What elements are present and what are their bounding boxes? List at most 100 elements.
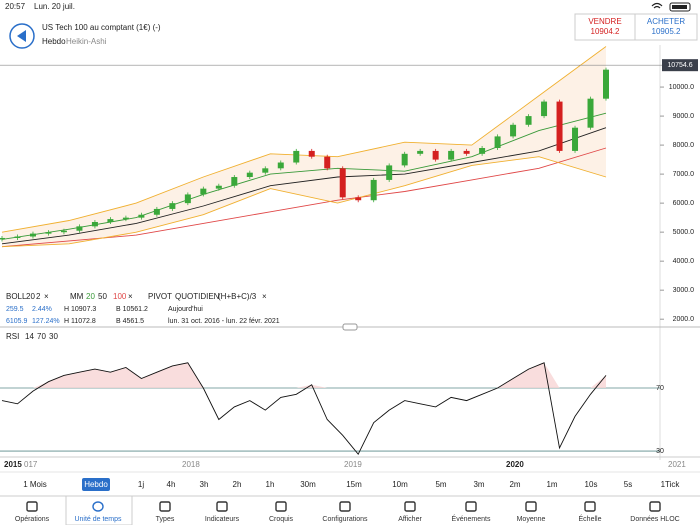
toolbar-button[interactable]: Afficher: [398, 501, 422, 523]
toolbar-button[interactable]: Moyenne: [517, 501, 546, 523]
legend-item: PIVOT: [148, 292, 172, 301]
legend-item: 20: [26, 292, 35, 301]
candle: [324, 156, 331, 169]
status-time: 20:57: [5, 2, 26, 11]
candle: [556, 101, 563, 151]
candle: [153, 208, 160, 215]
candle: [231, 177, 238, 186]
toolbar-button[interactable]: Unité de temps: [74, 501, 122, 523]
timeframe-option[interactable]: 5m: [435, 480, 446, 489]
y-tick-label: 9000.0: [673, 113, 695, 120]
y-tick-label: 2000.0: [673, 316, 695, 323]
timeframe-option[interactable]: Hebdo: [84, 480, 108, 489]
candle: [432, 150, 439, 160]
status-icons: [651, 2, 691, 12]
candle: [246, 172, 253, 178]
candle: [215, 185, 222, 189]
rsi-line: [1, 362, 607, 456]
timeframe-option[interactable]: 2m: [509, 480, 520, 489]
buy-price: 10905.2: [652, 27, 681, 36]
panel-handle[interactable]: [342, 323, 358, 331]
y-tick-label: 7000.0: [673, 171, 695, 178]
legend-item: H 11072.8: [64, 318, 96, 325]
toolbar-icon: [216, 501, 228, 512]
legend-item: QUOTIDIEN: [175, 292, 220, 301]
timeframe-option[interactable]: 3h: [200, 480, 209, 489]
toolbar-label: Unité de temps: [74, 516, 122, 523]
toolbar-button[interactable]: Données HLOC: [630, 501, 680, 523]
y-tick-label: 8000.0: [673, 142, 695, 149]
candle: [370, 179, 377, 201]
candle: [386, 165, 393, 180]
toolbar-button[interactable]: Configurations: [322, 501, 368, 523]
toolbar-label: Moyenne: [517, 516, 546, 523]
rsi-param: 30: [49, 332, 58, 341]
legend-item: 20: [86, 292, 95, 301]
toolbar-button[interactable]: Événements: [452, 501, 491, 523]
candle: [479, 148, 486, 154]
candle: [45, 232, 52, 234]
candle: [107, 219, 114, 222]
y-tick-label: 10000.0: [669, 84, 694, 91]
timeframe-option[interactable]: 30m: [300, 480, 316, 489]
timeframe-option[interactable]: 10s: [585, 480, 598, 489]
candle: [293, 150, 300, 163]
candle: [122, 217, 129, 220]
toolbar-button[interactable]: Types: [156, 501, 175, 523]
legend-item: B 4561.5: [116, 318, 144, 325]
legend-item: ×: [262, 292, 267, 301]
timeframe-option[interactable]: 5s: [624, 480, 632, 489]
y-tick-label: 4000.0: [673, 258, 695, 265]
current-price-tag: [662, 59, 698, 72]
candle: [184, 194, 191, 204]
candle: [572, 127, 579, 151]
candle: [0, 237, 5, 240]
rsi-param: 70: [37, 332, 46, 341]
timeframe-option[interactable]: 4h: [167, 480, 176, 489]
rsi-param: 14: [25, 332, 34, 341]
toolbar-icon: [584, 501, 596, 512]
toolbar-button[interactable]: Opérations: [15, 501, 50, 523]
timeframe-option[interactable]: 1h: [266, 480, 275, 489]
timeframe-option[interactable]: 1Tick: [661, 480, 681, 489]
timeframe-option[interactable]: 10m: [392, 480, 408, 489]
legend-item: B 10561.2: [116, 306, 148, 313]
legend-item: 127.24%: [32, 318, 60, 325]
candle: [91, 221, 98, 227]
current-price-label: 10754.6: [667, 62, 692, 69]
sell-button[interactable]: VENDRE 10904.2: [574, 13, 636, 41]
buy-button[interactable]: ACHETER 10905.2: [634, 13, 698, 41]
toolbar-button[interactable]: Croquis: [269, 501, 294, 523]
rsi-label: RSI: [6, 332, 19, 341]
toolbar-icon: [649, 501, 661, 512]
toolbar-label: Événements: [452, 514, 491, 523]
toolbar-button[interactable]: Indicateurs: [205, 501, 240, 523]
legend-item: 2: [36, 292, 41, 301]
sell-price: 10904.2: [591, 27, 620, 36]
timeframe-option[interactable]: 15m: [346, 480, 362, 489]
timeframe-option[interactable]: 1m: [546, 480, 557, 489]
indicator-line: [1, 112, 607, 240]
timeframe-option[interactable]: 2h: [233, 480, 242, 489]
legend-item: Aujourd'hui: [168, 306, 203, 313]
back-button[interactable]: [9, 23, 35, 49]
timeframe-option[interactable]: 1 Mois: [23, 480, 47, 489]
y-tick-label: 6000.0: [673, 200, 695, 207]
toolbar-icon: [339, 501, 351, 512]
candle: [448, 150, 455, 160]
toolbar-icon: [92, 501, 104, 512]
time-label: 2020: [506, 460, 524, 469]
candle: [60, 230, 67, 233]
timeframe-option[interactable]: 1j: [138, 480, 144, 489]
time-label: 2021: [668, 460, 686, 469]
toolbar-button[interactable]: Échelle: [579, 501, 602, 523]
candle: [525, 116, 532, 125]
timeframe: Hebdo: [42, 37, 66, 46]
legend-item: 50: [98, 292, 107, 301]
toolbar-label: Configurations: [322, 516, 368, 523]
rsi-tick-label: 70: [656, 385, 664, 392]
toolbar-label: Croquis: [269, 516, 294, 523]
legend-item: BOLL: [6, 292, 27, 301]
timeframe-option[interactable]: 3m: [473, 480, 484, 489]
candle: [494, 136, 501, 149]
